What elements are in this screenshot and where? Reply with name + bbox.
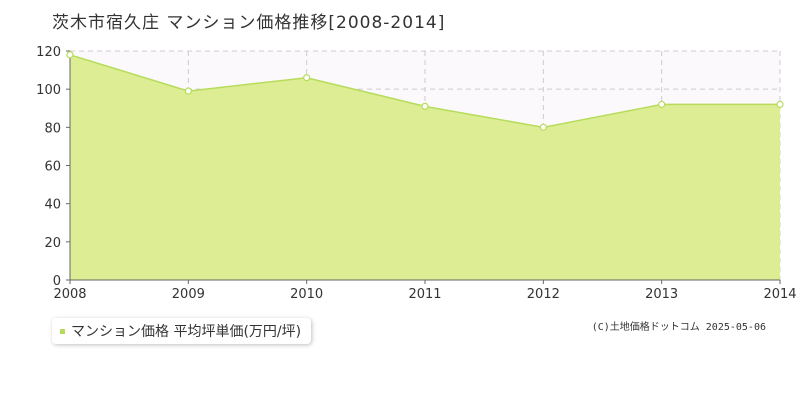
data-point [539,123,547,131]
copyright-text: (C)土地価格ドットコム 2025-05-06 [591,322,766,333]
series-area [70,54,780,280]
data-point [776,100,784,109]
x-tick-label: 2013 [645,287,678,302]
x-tick-label: 2010 [290,287,323,302]
data-point [303,74,311,82]
y-tick-label: 120 [36,45,61,60]
x-tick-label: 2011 [408,287,441,302]
x-tick-label: 2009 [172,287,205,302]
data-point [421,102,429,110]
y-tick-label: 100 [36,83,61,98]
x-tick-label: 2014 [763,287,796,302]
y-tick-label: 40 [44,198,61,213]
y-tick-label: 0 [53,274,61,289]
x-tick-label: 2012 [527,287,560,302]
data-point [66,51,74,59]
data-point [184,87,192,95]
chart-title: 茨木市宿久庄 マンション価格推移[2008-2014] [52,13,446,33]
data-point [658,100,666,109]
y-tick-label: 80 [44,121,61,136]
legend-marker-icon [60,328,65,334]
x-tick-label: 2008 [53,287,86,302]
legend-label: マンション価格 平均坪単価(万円/坪) [71,324,302,340]
y-tick-label: 60 [44,160,61,175]
y-tick-label: 20 [44,236,61,251]
chart-legend: マンション価格 平均坪単価(万円/坪) [52,318,312,344]
